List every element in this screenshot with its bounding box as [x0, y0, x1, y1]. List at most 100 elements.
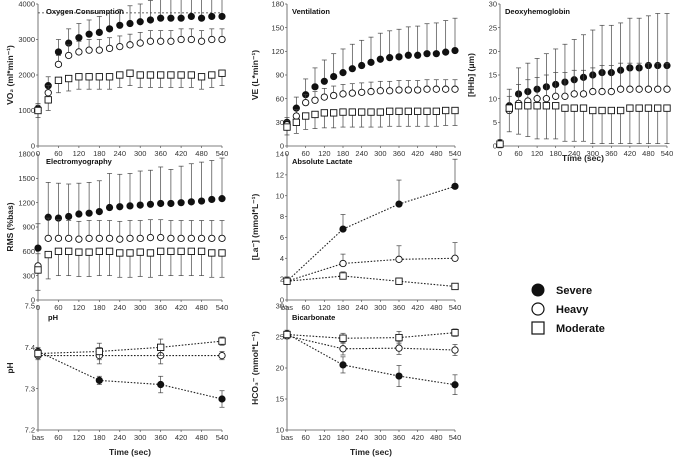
x-tick-label: 180 [549, 149, 562, 158]
y-tick-label: 30 [489, 0, 497, 9]
data-point [187, 71, 195, 79]
chart-panel-vo2: 0 1000 2000 3000 4000 0 60 120 180 240 300 360 420 48… [5, 0, 228, 158]
x-tick-label: 300 [374, 433, 387, 442]
data-point [218, 337, 226, 345]
series-moderate [34, 336, 226, 361]
open-square-icon [531, 321, 545, 335]
data-point [197, 14, 206, 22]
trend-line [286, 332, 456, 339]
data-point [157, 199, 165, 208]
data-point [330, 72, 338, 81]
data-point [395, 372, 403, 380]
series-moderate [34, 69, 226, 118]
y-tick-label: 1500 [18, 174, 35, 183]
y-tick-label: 0 [493, 142, 497, 151]
data-point [105, 203, 114, 212]
chart-title: Bicarbonate [292, 313, 335, 322]
data-point [85, 209, 93, 217]
data-point [157, 380, 165, 389]
data-point [157, 343, 165, 351]
data-point [283, 123, 291, 131]
data-point [197, 197, 206, 205]
trend-line [286, 185, 456, 282]
data-point [218, 395, 226, 403]
data-point [146, 16, 155, 24]
data-point [197, 37, 206, 45]
chart-title: pH [48, 313, 58, 322]
data-point [65, 234, 73, 243]
y-axis-label: VO₂ (ml*min⁻¹) [5, 45, 15, 105]
data-point [218, 195, 226, 203]
data-point [644, 85, 653, 93]
data-point [95, 46, 103, 54]
chart-title: Oxygen Consumption [46, 7, 124, 16]
legend-item-severe: Severe [531, 283, 592, 297]
data-point [75, 210, 83, 218]
data-point [157, 37, 165, 45]
data-point [414, 51, 422, 59]
data-point [616, 106, 625, 115]
chart-panel-ve: 0 30 60 90 120 150 180 0 60 120 180 240 300 360 420 480… [250, 0, 461, 158]
y-tick-label: 0 [280, 296, 284, 305]
y-tick-label: 120 [271, 47, 284, 56]
x-tick-label: 300 [374, 149, 387, 158]
y-tick-label: 10 [276, 191, 284, 200]
x-tick-label: 120 [531, 149, 544, 158]
data-point [167, 199, 175, 208]
data-point [116, 203, 124, 211]
data-point [339, 259, 347, 268]
data-point [126, 19, 134, 28]
x-axis-label: Time (sec) [350, 447, 392, 457]
x-tick-label: 420 [175, 433, 188, 442]
data-point [167, 71, 175, 79]
data-point [95, 347, 103, 356]
data-point [187, 198, 195, 206]
data-point [339, 90, 347, 98]
y-axis-label: [HHb] (μm) [466, 53, 476, 97]
x-tick-label: 180 [93, 433, 106, 442]
data-point [654, 85, 662, 93]
data-point [404, 86, 412, 94]
y-tick-label: 20 [489, 47, 497, 56]
data-point [167, 14, 175, 22]
series-moderate [34, 247, 226, 291]
x-axis-label: Time (sec) [562, 153, 604, 163]
x-tick-label: 120 [318, 149, 331, 158]
data-point [65, 74, 73, 83]
data-point [451, 46, 459, 55]
data-point [589, 87, 597, 96]
data-point [395, 53, 403, 61]
data-point [367, 58, 375, 66]
y-tick-label: 7.4 [25, 343, 35, 352]
data-point [386, 107, 394, 115]
y-tick-label: 5 [493, 118, 497, 127]
data-point [218, 69, 226, 77]
data-point [395, 107, 403, 115]
data-point [44, 96, 52, 104]
data-point [607, 106, 615, 115]
data-point [358, 88, 366, 97]
y-tick-label: 14 [276, 150, 284, 159]
data-point [136, 18, 144, 26]
data-point [626, 85, 634, 93]
data-point [292, 118, 300, 126]
data-point [570, 90, 578, 98]
x-tick-label: 60 [54, 303, 62, 312]
chart-title: Electromyography [46, 157, 113, 166]
x-tick-label: 420 [411, 303, 424, 312]
trend-line [286, 275, 456, 287]
data-point [376, 55, 384, 63]
data-point [136, 71, 144, 79]
y-tick-label: 1800 [18, 150, 35, 159]
data-point [218, 249, 226, 257]
x-tick-label: 480 [195, 149, 208, 158]
data-point [75, 73, 83, 81]
data-point [54, 48, 63, 56]
x-tick-label: 60 [54, 149, 62, 158]
data-point [386, 87, 394, 95]
data-point [197, 247, 206, 255]
data-point [54, 234, 63, 243]
y-tick-label: 1000 [18, 106, 35, 115]
x-tick-label: 540 [216, 303, 229, 312]
